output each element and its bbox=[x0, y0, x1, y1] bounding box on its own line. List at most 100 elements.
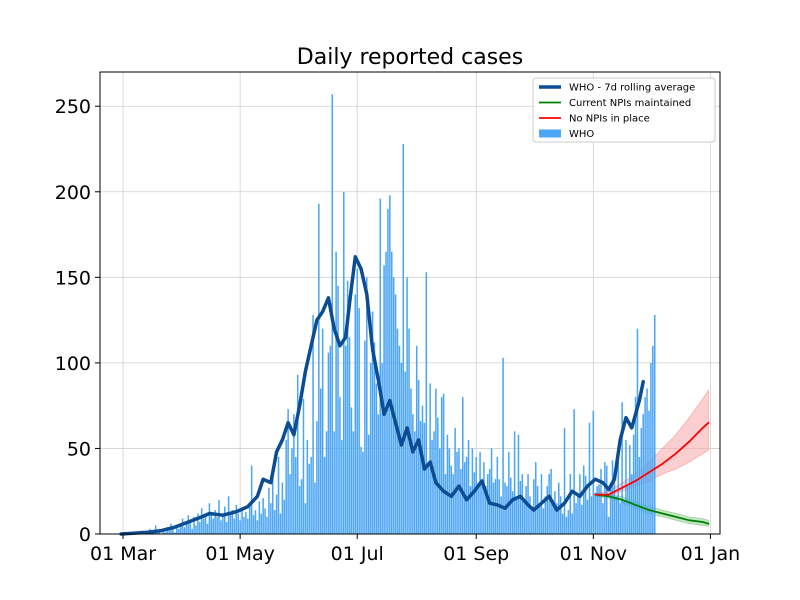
bar bbox=[565, 516, 568, 534]
series-line bbox=[119, 255, 645, 536]
bar bbox=[446, 434, 449, 534]
bar bbox=[510, 477, 512, 534]
bar bbox=[231, 510, 234, 534]
bar bbox=[254, 510, 257, 534]
legend-label: WHO - 7d rolling average bbox=[569, 83, 695, 94]
bar bbox=[529, 496, 531, 534]
bar bbox=[243, 516, 245, 534]
bar bbox=[646, 388, 648, 534]
bar bbox=[513, 431, 516, 534]
bar bbox=[208, 503, 211, 534]
bar bbox=[494, 479, 497, 534]
bar bbox=[569, 474, 572, 534]
bar bbox=[605, 465, 608, 534]
bar bbox=[400, 362, 403, 534]
bar bbox=[348, 337, 351, 534]
bar bbox=[339, 397, 341, 534]
bar bbox=[406, 277, 408, 534]
bar bbox=[575, 503, 577, 534]
bars bbox=[133, 94, 656, 534]
bar bbox=[302, 398, 305, 534]
bar bbox=[506, 486, 508, 534]
bar bbox=[291, 448, 293, 534]
bar bbox=[600, 468, 602, 534]
bar bbox=[210, 511, 213, 534]
bar bbox=[515, 496, 518, 534]
bar bbox=[344, 345, 347, 534]
bar bbox=[475, 457, 477, 534]
bar bbox=[653, 314, 656, 534]
bar bbox=[222, 513, 224, 534]
bar bbox=[258, 501, 261, 534]
bar bbox=[379, 198, 382, 534]
bar bbox=[323, 457, 326, 534]
bar bbox=[517, 434, 520, 534]
bar bbox=[546, 486, 549, 534]
bar bbox=[268, 487, 270, 534]
bar bbox=[556, 503, 558, 534]
bar bbox=[402, 143, 405, 534]
bar bbox=[581, 504, 583, 534]
bar bbox=[496, 457, 499, 534]
bar bbox=[156, 532, 159, 534]
series-line bbox=[594, 421, 710, 496]
bar bbox=[458, 448, 460, 534]
bar bbox=[306, 439, 309, 534]
legend-label: Current NPIs maintained bbox=[569, 98, 691, 109]
bar bbox=[252, 515, 255, 534]
bar bbox=[544, 496, 547, 534]
bar bbox=[289, 474, 291, 534]
bar bbox=[239, 520, 241, 534]
bar bbox=[634, 397, 637, 534]
bar bbox=[394, 294, 397, 534]
bar bbox=[385, 251, 387, 534]
bar bbox=[369, 362, 372, 534]
bar bbox=[181, 518, 184, 534]
bar bbox=[377, 414, 380, 534]
bar bbox=[548, 474, 550, 534]
bar bbox=[250, 465, 253, 534]
bar bbox=[621, 402, 623, 534]
bar bbox=[613, 474, 616, 534]
y-tick-label: 0 bbox=[79, 524, 91, 546]
bar bbox=[586, 499, 589, 534]
bar bbox=[383, 265, 385, 534]
bar bbox=[177, 528, 180, 534]
bar bbox=[542, 508, 545, 534]
bar bbox=[429, 383, 431, 534]
bar bbox=[419, 421, 422, 534]
bar bbox=[220, 520, 222, 534]
bar bbox=[554, 491, 556, 534]
bar bbox=[412, 414, 414, 534]
bar bbox=[335, 251, 337, 534]
bar bbox=[538, 503, 541, 534]
bar bbox=[256, 520, 259, 534]
bar bbox=[172, 528, 174, 534]
bar bbox=[248, 506, 251, 534]
bar bbox=[452, 474, 454, 534]
bar bbox=[644, 397, 646, 534]
bar bbox=[442, 393, 445, 534]
bar bbox=[523, 499, 525, 534]
bar bbox=[440, 397, 443, 534]
bar bbox=[308, 463, 310, 534]
bar bbox=[592, 410, 595, 534]
bar bbox=[431, 439, 433, 534]
bar bbox=[435, 388, 437, 534]
bar bbox=[187, 515, 190, 534]
bar bbox=[325, 431, 328, 534]
bar bbox=[481, 479, 483, 534]
bar bbox=[293, 414, 295, 534]
bar bbox=[283, 499, 286, 534]
bar bbox=[607, 516, 610, 534]
bar bbox=[273, 510, 276, 534]
x-tick-label: 01 May bbox=[205, 543, 275, 565]
y-tick-label: 100 bbox=[55, 353, 91, 375]
bar bbox=[421, 405, 424, 534]
bar bbox=[483, 462, 485, 534]
bar bbox=[225, 522, 228, 534]
bar bbox=[381, 362, 383, 534]
bar bbox=[615, 496, 618, 534]
bar bbox=[199, 522, 201, 534]
bar bbox=[229, 515, 232, 534]
